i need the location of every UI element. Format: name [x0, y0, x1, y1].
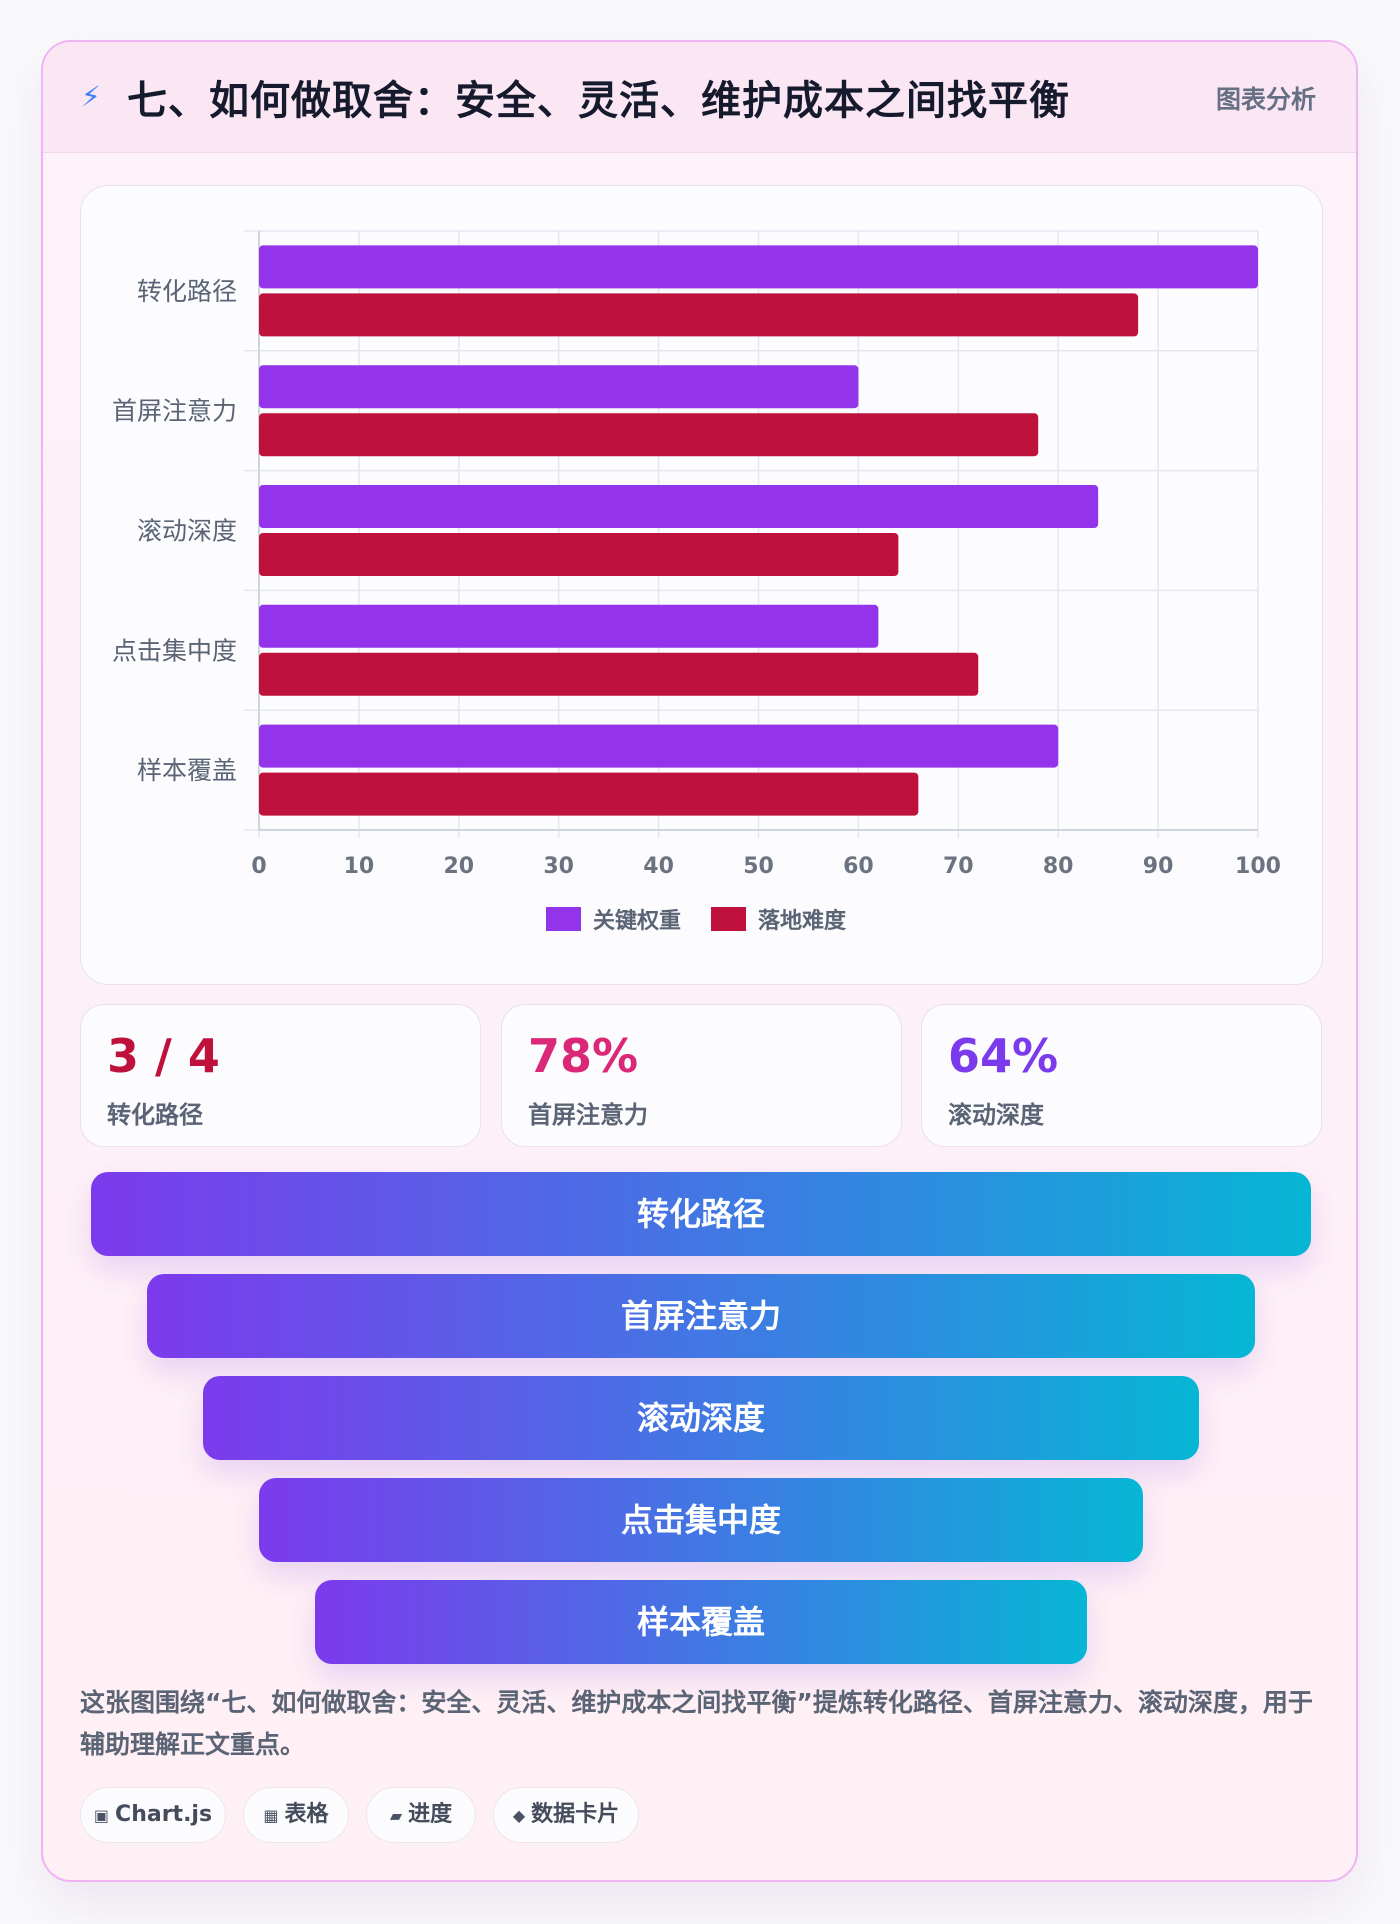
category-label: 滚动深度 — [137, 517, 237, 546]
bar — [259, 724, 1059, 768]
chip-data-card[interactable]: ◆ 数据卡片 — [493, 1787, 639, 1843]
stat-value: 78% — [528, 1029, 639, 1083]
legend-label: 关键权重 — [593, 908, 681, 934]
bar — [259, 245, 1258, 289]
diamond-icon: ◆ — [512, 1806, 526, 1825]
category-label: 点击集中度 — [112, 636, 237, 665]
funnel-step-2: 首屏注意力 — [147, 1274, 1255, 1358]
bar — [259, 772, 919, 816]
stat-label: 滚动深度 — [948, 1101, 1044, 1129]
x-tick-label: 60 — [843, 854, 874, 879]
lightning-icon: ⚡ — [81, 80, 101, 113]
x-tick-label: 90 — [1143, 854, 1174, 879]
bar — [259, 533, 899, 576]
progress-icon: ▰ — [389, 1806, 403, 1825]
bar-chart: 0 10 20 30 40 50 60 70 80 90 100 转化路径首屏注意力滚动深度点击集中度… — [112, 230, 1281, 934]
chip-chartjs[interactable]: ▣ Chart.js — [80, 1787, 226, 1843]
x-tick-label: 10 — [344, 854, 375, 879]
x-tick-label: 70 — [943, 854, 974, 879]
x-tick-label: 100 — [1235, 854, 1281, 879]
stat-value: 3 / 4 — [107, 1029, 220, 1083]
chip-label: 进度 — [408, 1802, 453, 1827]
chart-description: 这张图围绕“七、如何做取舍：安全、灵活、维护成本之间找平衡”提炼转化路径、首屏注… — [80, 1688, 1313, 1759]
bar — [259, 652, 979, 696]
legend-swatch — [546, 907, 581, 931]
chip-label: 数据卡片 — [531, 1802, 620, 1827]
legend-label: 落地难度 — [758, 908, 847, 934]
stat-card-1: 3 / 4 转化路径 — [80, 1004, 481, 1147]
bar — [259, 604, 879, 648]
chip-label: 表格 — [284, 1802, 329, 1827]
category-label: 首屏注意力 — [112, 397, 237, 426]
x-tick-label: 40 — [643, 854, 674, 879]
funnel-step-4: 点击集中度 — [259, 1478, 1143, 1562]
chart-icon: ▣ — [93, 1806, 110, 1825]
stat-label: 转化路径 — [107, 1101, 203, 1129]
chip-progress[interactable]: ▰ 进度 — [366, 1787, 476, 1843]
x-tick-label: 80 — [1043, 854, 1074, 879]
chip-label: Chart.js — [115, 1802, 213, 1827]
card-header: ⚡ 七、如何做取舍：安全、灵活、维护成本之间找平衡 图表分析 — [43, 42, 1356, 153]
x-tick-label: 30 — [543, 854, 574, 879]
funnel-step-1: 转化路径 — [91, 1172, 1311, 1256]
legend-swatch — [711, 907, 746, 931]
x-tick-label: 50 — [743, 854, 774, 879]
chart-analysis-tag: 图表分析 — [1215, 85, 1316, 114]
x-tick-label: 20 — [443, 854, 474, 879]
funnel-step-3: 滚动深度 — [203, 1376, 1199, 1460]
bar — [259, 413, 1039, 457]
x-tick-label: 0 — [251, 854, 266, 879]
chart-card: ⚡ 七、如何做取舍：安全、灵活、维护成本之间找平衡 图表分析 0 10 20 30 40… — [41, 40, 1358, 1882]
category-label: 样本覆盖 — [137, 756, 237, 785]
stat-label: 首屏注意力 — [528, 1101, 648, 1129]
stat-value: 64% — [948, 1029, 1059, 1083]
table-icon: ▦ — [263, 1806, 279, 1825]
stat-card-3: 64% 滚动深度 — [921, 1004, 1322, 1147]
bar — [259, 293, 1139, 337]
chip-table[interactable]: ▦ 表格 — [243, 1787, 349, 1843]
bar — [259, 365, 859, 409]
stat-card-2: 78% 首屏注意力 — [501, 1004, 902, 1147]
chart-panel: 0 10 20 30 40 50 60 70 80 90 100 转化路径首屏注意力滚动深度点击集中度… — [80, 185, 1323, 985]
bar — [259, 485, 1099, 528]
funnel-step-5: 样本覆盖 — [315, 1580, 1087, 1664]
category-label: 转化路径 — [137, 277, 237, 306]
card-title: 七、如何做取舍：安全、灵活、维护成本之间找平衡 — [127, 78, 1070, 124]
